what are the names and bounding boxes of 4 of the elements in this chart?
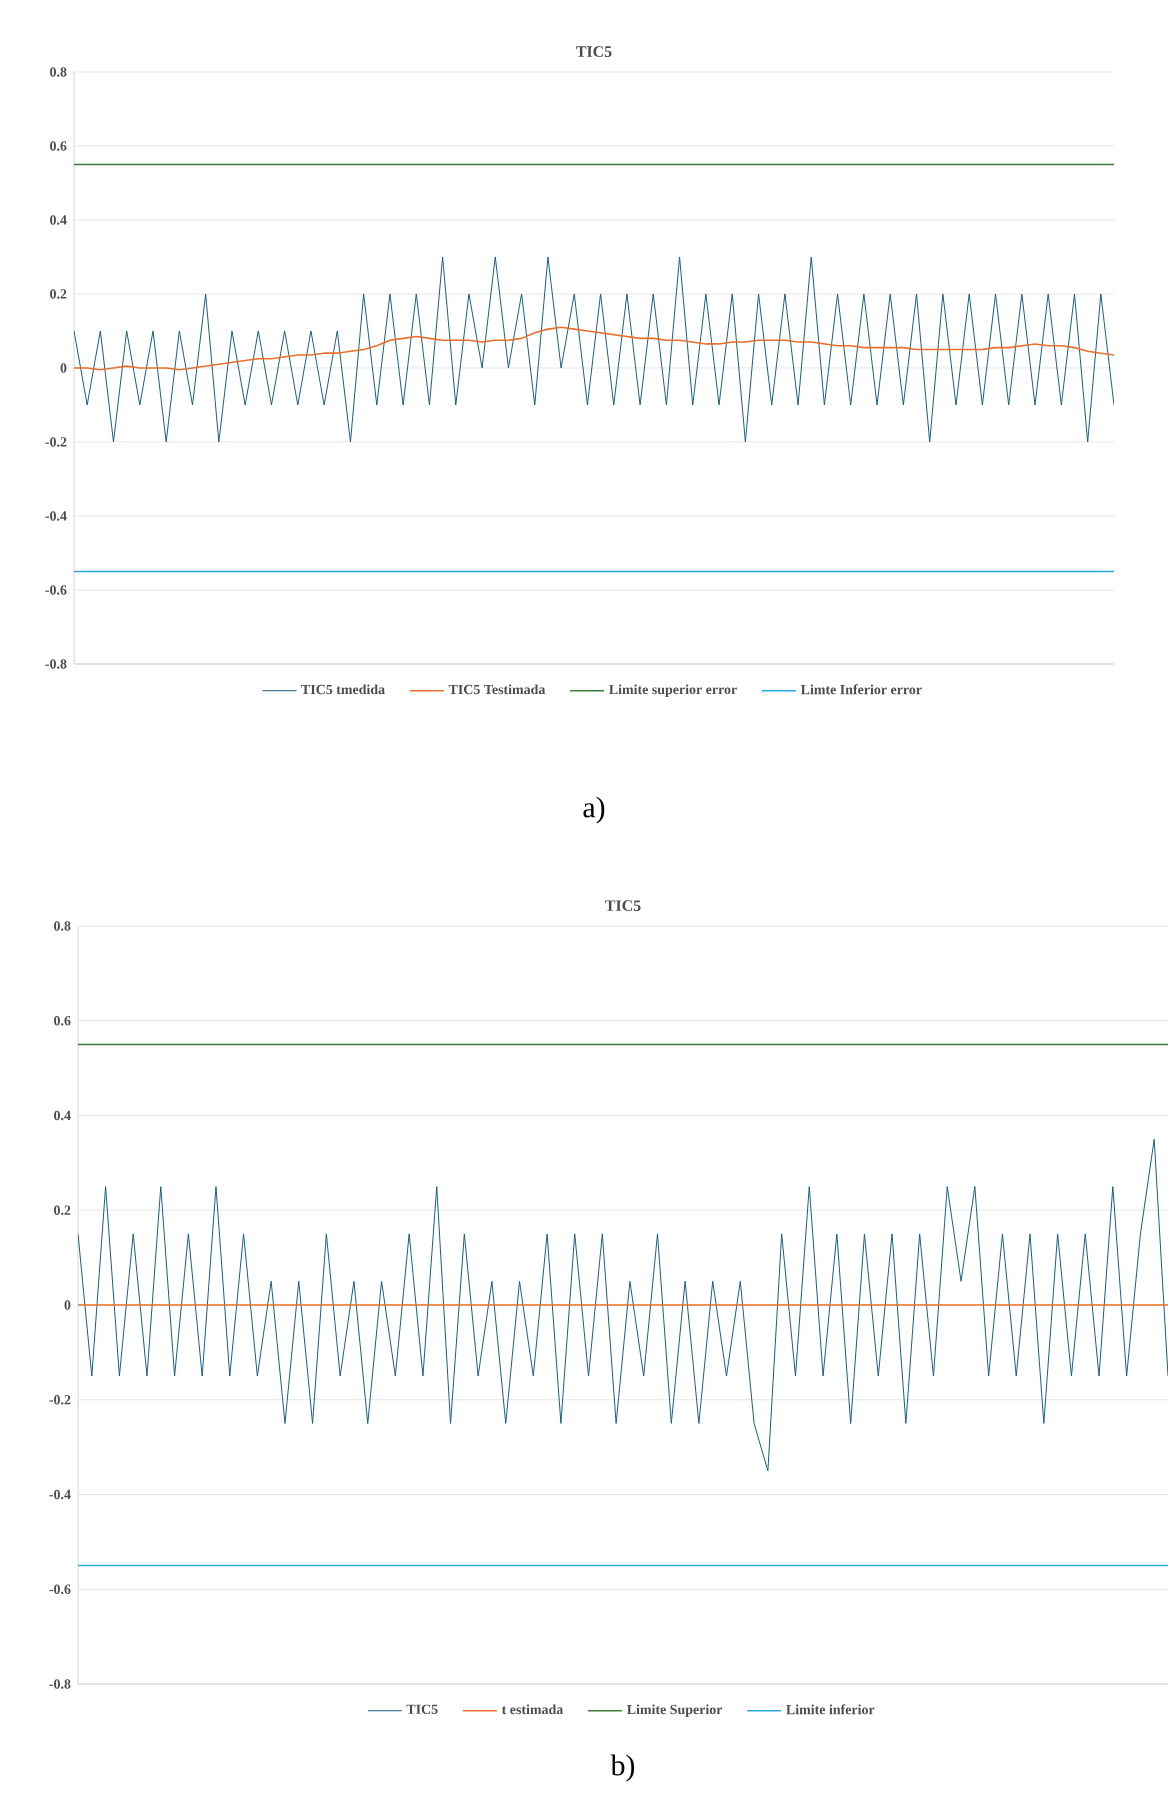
line-series — [74, 256, 1115, 443]
text: a) — [583, 796, 605, 824]
line-series — [78, 1138, 1169, 1472]
text: b) — [610, 1754, 635, 1782]
